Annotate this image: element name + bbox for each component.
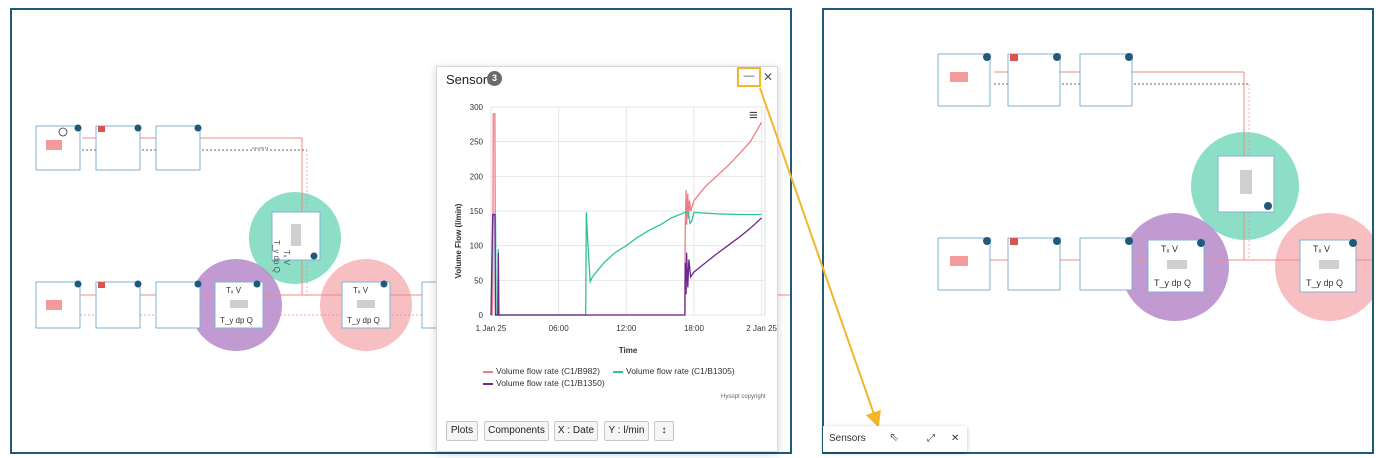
legend-label: Volume flow rate (C1/B1305)	[626, 366, 735, 376]
sensor-count-badge: 3	[487, 71, 502, 86]
check-valve-component-1[interactable]	[1007, 53, 1061, 107]
tdpq-label-purple: T_y dp Q	[1154, 278, 1192, 288]
tdpq-label-pink: T_y dp Q	[1306, 278, 1344, 288]
y-tick-label: 200	[470, 172, 484, 181]
alarm-icon[interactable]	[1010, 54, 1018, 61]
info-icon[interactable]	[74, 124, 82, 132]
y-tick-label: 250	[470, 138, 484, 147]
y-tick-label: 50	[474, 276, 483, 285]
legend-item-3[interactable]: Volume flow rate (C1/B1350)	[483, 378, 605, 388]
chart-series	[490, 113, 763, 316]
tv-label-purple: Tₓ V	[226, 286, 242, 295]
plots-button[interactable]: Plots	[446, 421, 478, 441]
legend-swatch	[483, 370, 493, 373]
minimize-button[interactable]: —	[737, 67, 761, 87]
tdpq-label-pink: T_y dp Q	[347, 316, 380, 325]
info-icon[interactable]	[983, 237, 991, 245]
info-icon[interactable]	[253, 280, 261, 288]
info-icon[interactable]	[1125, 237, 1133, 245]
x-tick-label: 2 Jan 25	[746, 324, 777, 333]
series-line-3[interactable]	[490, 213, 763, 316]
x-axis-ticks: 1 Jan 25 06:00 12:00 18:00 2 Jan 25	[476, 324, 777, 333]
y-axis-button[interactable]: Y : l/min	[604, 421, 649, 441]
legend-swatch	[613, 370, 623, 373]
x-axis-title: Time	[619, 346, 638, 355]
minimized-sensors-bar[interactable]: Sensors ⇖ ⤢ ✕	[823, 426, 967, 452]
tv-label-pink: Tₓ V	[1313, 244, 1330, 254]
close-icon[interactable]: ✕	[763, 70, 774, 84]
y-axis-title: Volume Flow (l/min)	[454, 203, 463, 278]
chart-grid	[490, 106, 766, 316]
mixing-valve-component-1[interactable]	[1079, 53, 1133, 107]
x-axis-button[interactable]: X : Date	[554, 421, 598, 441]
alarm-icon[interactable]	[1010, 238, 1018, 245]
sensors-window[interactable]: Sensors 3 — ✕ 0 50 100 150 200 250 300 1 Jan 2…	[436, 66, 778, 452]
info-icon[interactable]	[1349, 239, 1357, 247]
info-icon[interactable]	[134, 124, 142, 132]
copyright-text: Hysopt copyright	[721, 394, 766, 400]
info-icon[interactable]	[1053, 237, 1061, 245]
x-tick-label: 1 Jan 25	[476, 324, 507, 333]
y-tick-label: 0	[479, 311, 484, 320]
info-icon[interactable]	[1125, 53, 1133, 61]
y-tick-label: 100	[470, 242, 484, 251]
components-button[interactable]: Components	[484, 421, 549, 441]
info-icon[interactable]	[310, 252, 318, 260]
x-tick-label: 06:00	[549, 324, 570, 333]
minimized-sensors-title: Sensors	[829, 433, 866, 444]
tdpq-label-purple: T_y dp Q	[220, 316, 253, 325]
y-axis-ticks: 0 50 100 150 200 250 300	[470, 103, 484, 320]
x-tick-label: 12:00	[616, 324, 637, 333]
mixing-valve-component-1[interactable]	[155, 125, 201, 171]
x-tick-label: 18:00	[684, 324, 705, 333]
tv-label-purple: Tₓ V	[1161, 244, 1178, 254]
close-icon[interactable]: ✕	[951, 433, 960, 444]
expand-icon[interactable]: ⤢	[927, 433, 935, 444]
check-valve-component-2[interactable]	[1007, 237, 1061, 291]
alarm-icon[interactable]	[98, 126, 105, 132]
info-icon[interactable]	[983, 53, 991, 61]
mixing-valve-component-2[interactable]	[155, 281, 201, 329]
legend-label: Volume flow rate (C1/B1350)	[496, 378, 605, 388]
info-icon[interactable]	[134, 280, 142, 288]
sort-button[interactable]: ↕	[654, 421, 674, 441]
info-icon[interactable]	[1264, 202, 1272, 210]
alarm-icon[interactable]	[98, 282, 105, 288]
chart-menu-icon[interactable]: ≡	[749, 107, 758, 124]
right-diagram-panel: Tₓ V T_y dp Q Tₓ V T_y dp Q	[822, 8, 1374, 454]
right-schematic	[937, 53, 1372, 321]
info-icon[interactable]	[74, 280, 82, 288]
info-icon[interactable]	[380, 280, 388, 288]
tv-label-pink: Tₓ V	[353, 286, 369, 295]
mixing-valve-component-2[interactable]	[1079, 237, 1133, 291]
series-line-1[interactable]	[491, 113, 763, 316]
legend-item-1[interactable]: Volume flow rate (C1/B982)	[483, 366, 600, 376]
info-icon[interactable]	[194, 280, 202, 288]
y-tick-label: 150	[470, 207, 484, 216]
y-tick-label: 300	[470, 103, 484, 112]
info-icon[interactable]	[1053, 53, 1061, 61]
check-valve-component-2[interactable]	[95, 281, 141, 329]
svg-text:Tₓ V: Tₓ V	[282, 250, 291, 266]
sensor-component-purple[interactable]	[214, 281, 264, 329]
sensors-window-title: Sensors	[446, 72, 494, 87]
check-valve-component-1[interactable]	[95, 125, 141, 171]
info-icon[interactable]	[194, 124, 202, 132]
svg-text:2.0m DN 74: 2.0m DN 74	[252, 146, 268, 150]
cursor-icon: ⇖	[889, 430, 900, 444]
legend-label: Volume flow rate (C1/B982)	[496, 366, 600, 376]
legend-item-2[interactable]: Volume flow rate (C1/B1305)	[613, 366, 735, 376]
info-icon[interactable]	[1197, 239, 1205, 247]
sensor-chart: 0 50 100 150 200 250 300 1 Jan 25 06:00 12:00 18:…	[454, 103, 777, 355]
legend-swatch	[483, 382, 493, 385]
svg-text:T_y dp Q: T_y dp Q	[272, 240, 281, 273]
